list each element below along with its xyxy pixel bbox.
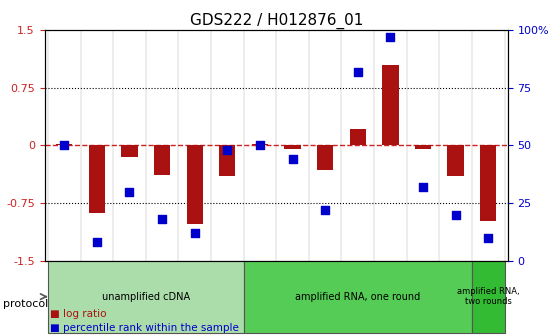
Point [353,69,362,74]
Bar [154,145,170,175]
Point [190,230,199,236]
Point [223,148,232,153]
Bar [89,145,105,213]
Text: protocol: protocol [3,299,48,309]
Bar [219,145,235,176]
FancyBboxPatch shape [244,261,472,333]
Point [125,189,134,194]
Text: amplified RNA, one round: amplified RNA, one round [295,292,420,302]
Bar [350,129,366,145]
FancyBboxPatch shape [472,261,504,333]
Bar [480,145,497,221]
Text: ■ log ratio: ■ log ratio [50,309,107,319]
Point [256,143,264,148]
Text: amplified RNA,
two rounds: amplified RNA, two rounds [457,287,519,306]
Bar [252,144,268,145]
Text: unamplified cDNA: unamplified cDNA [102,292,190,302]
Point [386,35,395,40]
Bar [448,145,464,176]
Point [157,216,166,222]
Point [321,207,330,213]
Bar [186,145,203,224]
Bar [285,145,301,149]
Point [418,184,427,190]
FancyBboxPatch shape [48,261,244,333]
Point [484,235,493,240]
Text: ■ percentile rank within the sample: ■ percentile rank within the sample [50,323,239,333]
Bar [415,145,431,149]
Point [451,212,460,217]
Bar [382,65,398,145]
Point [288,157,297,162]
Title: GDS222 / H012876_01: GDS222 / H012876_01 [190,13,363,29]
Bar [56,144,73,145]
Point [60,143,69,148]
Point [93,240,102,245]
Bar [121,145,138,157]
Bar [317,145,333,170]
